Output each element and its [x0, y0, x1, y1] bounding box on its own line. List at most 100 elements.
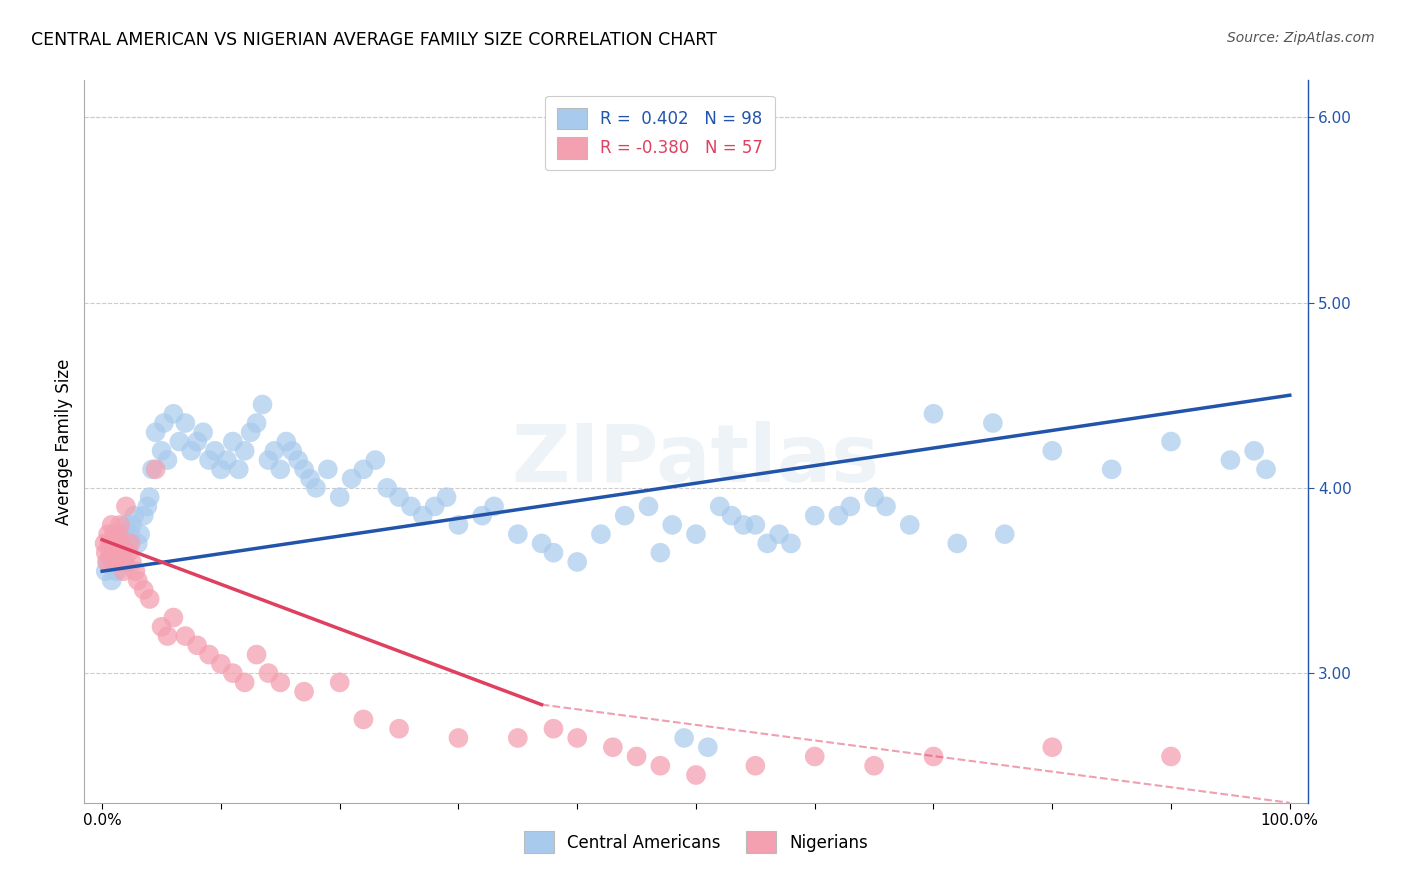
Point: [127, 536, 149, 550]
Point: [922, 749, 945, 764]
Point: [112, 555, 135, 569]
Point: [107, 536, 129, 550]
Point: [543, 546, 565, 560]
Point: [803, 508, 825, 523]
Point: [117, 536, 139, 550]
Point: [222, 434, 245, 449]
Point: [269, 462, 291, 476]
Point: [471, 508, 494, 523]
Point: [120, 527, 142, 541]
Point: [97, 555, 120, 569]
Point: [105, 546, 128, 560]
Point: [186, 638, 208, 652]
Point: [257, 666, 280, 681]
Point: [245, 648, 267, 662]
Point: [174, 629, 197, 643]
Point: [922, 407, 945, 421]
Point: [103, 546, 125, 560]
Point: [162, 610, 184, 624]
Point: [661, 517, 683, 532]
Point: [827, 508, 849, 523]
Point: [209, 462, 232, 476]
Point: [129, 527, 152, 541]
Point: [276, 434, 298, 449]
Point: [145, 462, 167, 476]
Point: [720, 508, 742, 523]
Point: [506, 731, 529, 745]
Point: [138, 490, 160, 504]
Point: [863, 758, 886, 772]
Point: [506, 527, 529, 541]
Point: [567, 731, 589, 745]
Point: [1254, 462, 1277, 476]
Point: [94, 546, 117, 560]
Point: [117, 546, 139, 560]
Point: [626, 749, 648, 764]
Point: [352, 713, 374, 727]
Text: CENTRAL AMERICAN VS NIGERIAN AVERAGE FAMILY SIZE CORRELATION CHART: CENTRAL AMERICAN VS NIGERIAN AVERAGE FAM…: [31, 31, 717, 49]
Point: [423, 500, 446, 514]
Point: [863, 490, 886, 504]
Point: [110, 536, 132, 550]
Point: [567, 555, 589, 569]
Point: [94, 564, 117, 578]
Point: [352, 462, 374, 476]
Point: [875, 500, 897, 514]
Point: [127, 574, 149, 588]
Point: [744, 517, 766, 532]
Point: [107, 527, 129, 541]
Point: [97, 527, 120, 541]
Point: [112, 564, 135, 578]
Point: [685, 768, 707, 782]
Point: [744, 758, 766, 772]
Point: [209, 657, 232, 671]
Point: [222, 666, 245, 681]
Point: [1040, 740, 1063, 755]
Point: [329, 490, 352, 504]
Point: [696, 740, 718, 755]
Point: [180, 443, 202, 458]
Point: [121, 517, 143, 532]
Point: [228, 462, 250, 476]
Point: [104, 536, 127, 550]
Point: [898, 517, 921, 532]
Point: [803, 749, 825, 764]
Point: [150, 443, 173, 458]
Point: [650, 758, 672, 772]
Point: [340, 472, 363, 486]
Point: [287, 453, 309, 467]
Point: [121, 555, 143, 569]
Point: [269, 675, 291, 690]
Point: [114, 555, 136, 569]
Point: [1101, 462, 1123, 476]
Y-axis label: Average Family Size: Average Family Size: [55, 359, 73, 524]
Point: [447, 517, 470, 532]
Point: [120, 536, 142, 550]
Point: [946, 536, 969, 550]
Point: [768, 527, 790, 541]
Point: [100, 546, 122, 560]
Point: [981, 416, 1004, 430]
Legend: Central Americans, Nigerians: Central Americans, Nigerians: [517, 825, 875, 860]
Point: [298, 472, 321, 486]
Point: [198, 453, 221, 467]
Point: [107, 555, 129, 569]
Point: [292, 462, 315, 476]
Point: [447, 731, 470, 745]
Point: [156, 453, 179, 467]
Point: [589, 527, 612, 541]
Point: [96, 555, 118, 569]
Point: [108, 527, 131, 541]
Point: [198, 648, 221, 662]
Point: [110, 546, 132, 560]
Point: [186, 434, 208, 449]
Point: [204, 443, 226, 458]
Point: [281, 443, 304, 458]
Point: [482, 500, 505, 514]
Point: [388, 722, 411, 736]
Point: [150, 620, 173, 634]
Point: [1243, 443, 1265, 458]
Point: [1219, 453, 1241, 467]
Point: [1040, 443, 1063, 458]
Point: [263, 443, 285, 458]
